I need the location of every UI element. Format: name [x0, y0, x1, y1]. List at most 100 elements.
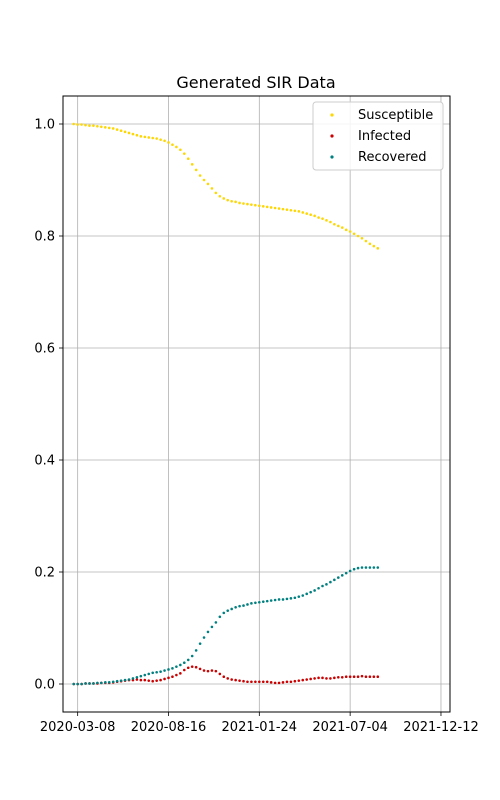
- susceptible-point: [92, 124, 95, 127]
- susceptible-point: [226, 198, 230, 202]
- recovered-point: [301, 594, 305, 597]
- recovered-point: [190, 654, 194, 658]
- recovered-point: [119, 679, 123, 682]
- susceptible-point: [186, 157, 190, 161]
- susceptible-point: [317, 216, 320, 219]
- recovered-point: [226, 609, 230, 612]
- susceptible-point: [234, 200, 237, 204]
- y-tick-label: 0.0: [34, 678, 55, 693]
- susceptible-point: [364, 239, 368, 243]
- infected-point: [163, 677, 166, 681]
- susceptible-point: [297, 210, 301, 213]
- recovered-point: [364, 566, 368, 569]
- recovered-point: [167, 668, 170, 671]
- susceptible-point: [210, 187, 214, 190]
- y-tick-label: 0.4: [34, 454, 55, 469]
- susceptible-point: [376, 247, 380, 250]
- infected-point: [135, 678, 139, 681]
- susceptible-point: [344, 228, 348, 232]
- recovered-point: [254, 601, 257, 605]
- susceptible-point: [72, 122, 76, 126]
- susceptible-point: [115, 128, 119, 131]
- recovered-point: [340, 574, 344, 577]
- recovered-point: [159, 670, 162, 673]
- recovered-point: [100, 681, 103, 685]
- infected-point: [364, 675, 368, 679]
- plot-frame: [62, 95, 451, 713]
- susceptible-point: [167, 141, 170, 144]
- recovered-point: [246, 603, 249, 606]
- susceptible-point: [163, 139, 166, 143]
- recovered-point: [135, 675, 139, 679]
- recovered-point: [242, 604, 245, 607]
- recovered-point: [238, 604, 241, 608]
- susceptible-point: [258, 204, 261, 208]
- infected-point: [246, 680, 249, 684]
- recovered-point: [250, 602, 253, 605]
- susceptible-point: [96, 124, 99, 128]
- susceptible-point: [360, 236, 364, 240]
- susceptible-point: [159, 138, 162, 141]
- infected-point: [261, 680, 265, 684]
- infected-point: [329, 677, 332, 680]
- susceptible-point: [254, 203, 257, 207]
- susceptible-point: [218, 194, 222, 198]
- recovered-point: [285, 597, 289, 601]
- susceptible-point: [139, 135, 143, 138]
- recovered-point: [309, 590, 312, 594]
- recovered-point: [222, 611, 226, 615]
- susceptible-point: [329, 220, 332, 224]
- infected-point: [317, 676, 320, 680]
- recovered-point: [163, 669, 166, 672]
- infected-point: [234, 678, 237, 682]
- recovered-point: [131, 677, 135, 680]
- susceptible-point: [131, 132, 135, 136]
- infected-point: [356, 675, 360, 679]
- recovered-point: [171, 667, 174, 670]
- susceptible-point: [206, 182, 210, 186]
- recovered-point: [111, 680, 115, 684]
- infected-point: [167, 676, 170, 680]
- susceptible-point: [230, 199, 233, 203]
- susceptible-point: [242, 202, 245, 205]
- infected-point: [155, 679, 158, 682]
- recovered-point: [313, 589, 316, 592]
- recovered-point: [368, 566, 372, 569]
- recovered-point: [143, 673, 147, 677]
- infected-point: [360, 674, 364, 678]
- infected-point: [182, 668, 186, 672]
- recovered-point: [273, 598, 277, 602]
- susceptible-point: [285, 208, 289, 211]
- susceptible-point: [289, 208, 293, 212]
- susceptible-point: [80, 123, 83, 126]
- recovered-point: [151, 671, 154, 675]
- susceptible-point: [127, 131, 131, 135]
- series-infected: [72, 665, 380, 686]
- infected-point: [368, 675, 372, 679]
- infected-point: [269, 681, 273, 684]
- infected-point: [226, 677, 230, 680]
- infected-point: [222, 675, 226, 679]
- infected-point: [289, 680, 293, 684]
- x-tick-label: 2021-12-12: [403, 720, 479, 735]
- infected-point: [238, 679, 241, 682]
- data-points: [72, 122, 380, 686]
- susceptible-point: [238, 201, 241, 205]
- infected-point: [273, 681, 277, 685]
- susceptible-point: [340, 226, 344, 229]
- infected-point: [372, 675, 376, 679]
- recovered-point: [337, 576, 340, 579]
- susceptible-point: [198, 174, 202, 177]
- recovered-point: [305, 592, 309, 596]
- recovered-point: [352, 567, 356, 571]
- recovered-point: [115, 679, 119, 683]
- recovered-point: [88, 682, 91, 685]
- susceptible-point: [372, 244, 376, 248]
- infected-point: [348, 675, 352, 679]
- susceptible-point: [111, 127, 115, 130]
- legend-label-recovered: Recovered: [358, 150, 427, 165]
- susceptible-point: [182, 152, 186, 155]
- x-tick-label: 2021-01-24: [222, 720, 298, 735]
- infected-point: [202, 669, 206, 672]
- susceptible-point: [321, 217, 324, 220]
